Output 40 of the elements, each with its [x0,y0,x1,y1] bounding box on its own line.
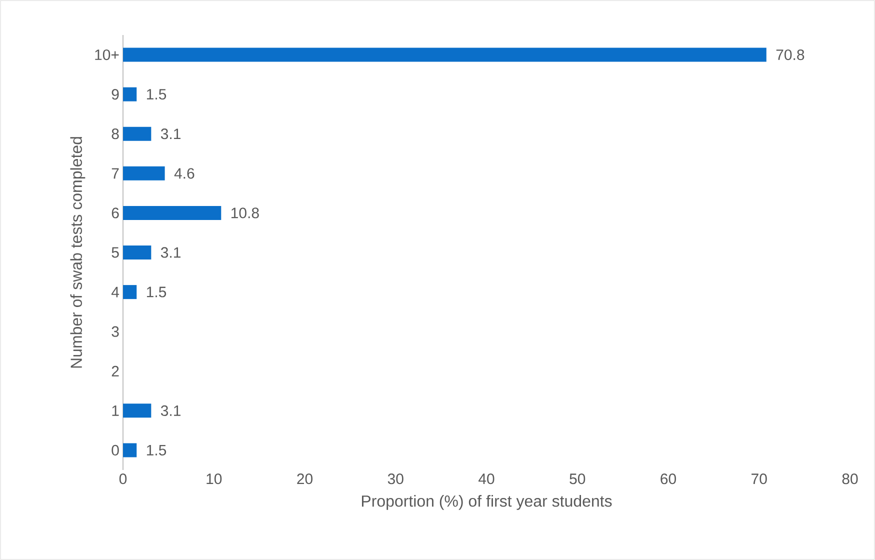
data-label: 70.8 [776,49,804,60]
x-tick-label: 10 [206,474,222,484]
data-label: 3.1 [160,128,180,140]
data-label: 3.1 [160,405,180,416]
y-tick-label: 1 [112,406,119,416]
bar [123,48,766,62]
x-axis-title: Proportion (%) of first year students [362,495,612,510]
x-tick-label: 80 [842,474,858,484]
y-tick-label: 5 [112,247,119,258]
bar [123,126,152,141]
x-tick-label: 20 [297,474,312,484]
data-label: 3.1 [160,247,180,258]
y-tick-label: 6 [112,208,119,218]
bar [123,404,152,418]
bar [123,443,137,458]
bar [123,285,137,300]
y-tick-label: 10+ [95,49,119,60]
y-tick-label: 4 [111,286,120,298]
data-label: 1.5 [146,89,166,100]
data-label: 10.8 [231,208,259,218]
x-tick-label: 50 [570,474,586,484]
bar [123,166,165,180]
y-tick-label: 7 [112,168,119,179]
bar [123,246,152,260]
y-tick-label: 9 [112,89,119,100]
x-tick-label: 70 [752,474,767,484]
x-tick-label: 60 [660,474,676,484]
y-tick-label: 0 [112,444,119,456]
data-label: 1.5 [146,444,166,456]
x-tick-label: 0 [119,474,127,484]
x-tick-label: 30 [388,474,404,484]
y-tick-label: 3 [112,326,119,337]
y-axis-title: Number of swab tests completed [70,137,86,368]
data-label: 4.6 [174,168,194,179]
data-label: 1.5 [146,286,166,298]
x-tick-label: 40 [478,474,494,484]
y-tick-label: 2 [112,366,119,376]
y-tick-label: 8 [112,128,119,140]
bar [123,206,222,220]
bar [123,87,137,102]
